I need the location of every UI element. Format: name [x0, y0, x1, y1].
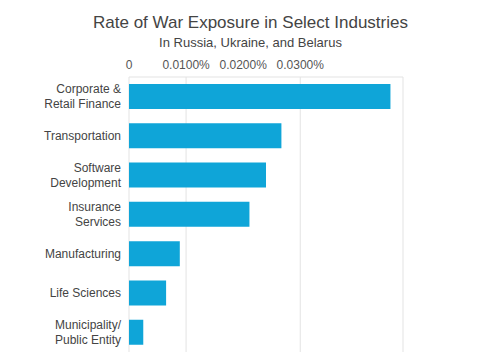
svg-text:Life Sciences: Life Sciences — [50, 286, 121, 300]
svg-text:0.0100%: 0.0100% — [162, 58, 210, 72]
svg-text:InsuranceServices: InsuranceServices — [68, 200, 121, 229]
svg-text:0.0200%: 0.0200% — [219, 58, 267, 72]
svg-text:Corporate &Retail Finance: Corporate &Retail Finance — [44, 82, 121, 111]
html-text:In Russia, Ukraine, and Belaru: In Russia, Ukraine, and Belarus — [159, 35, 342, 50]
html-text:Rate of War Exposure in Select: Rate of War Exposure in Select Industrie… — [93, 13, 408, 32]
svg-text:0: 0 — [126, 58, 133, 72]
svg-text:0.0300%: 0.0300% — [277, 58, 325, 72]
svg-text:Municipality/Public Entity: Municipality/Public Entity — [55, 318, 122, 347]
svg-text:Manufacturing: Manufacturing — [45, 247, 121, 261]
svg-text:SoftwareDevelopment: SoftwareDevelopment — [50, 161, 121, 190]
svg-text:Transportation: Transportation — [44, 129, 121, 143]
